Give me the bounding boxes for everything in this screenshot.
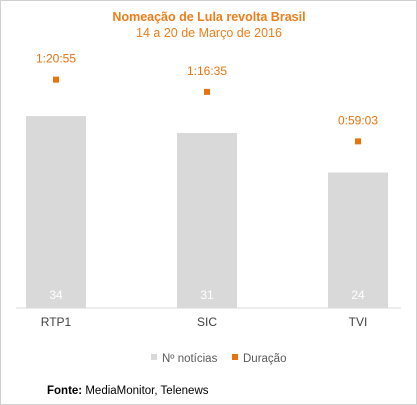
duration-marker-tvi (355, 138, 361, 145)
bar-value-label-tvi: 24 (351, 288, 365, 302)
category-label-tvi: TVI (349, 315, 368, 329)
bar-sic (177, 133, 237, 308)
bar-value-label-rtp1: 34 (49, 288, 63, 302)
category-label-rtp1: RTP1 (41, 315, 72, 329)
chart-subtitle: 14 a 20 de Março de 2016 (136, 26, 282, 40)
source-text: MediaMonitor, Telenews (85, 385, 209, 397)
bar-value-label-sic: 31 (200, 288, 214, 302)
source-label: Fonte: (47, 385, 83, 397)
legend-swatch-duracao (232, 354, 238, 360)
chart-title: Nomeação de Lula revolta Brasil (112, 10, 305, 24)
duration-label-tvi: 0:59:03 (338, 113, 378, 127)
bar-tvi (328, 172, 388, 308)
category-label-sic: SIC (197, 315, 217, 329)
source-note: Fonte: MediaMonitor, Telenews (47, 385, 209, 397)
bar-rtp1 (26, 116, 86, 308)
duration-label-rtp1: 1:20:55 (36, 52, 76, 66)
plot-area: 34 RTP1 1:20:55 31 SIC 1:16:35 24 TVI 0:59:03 (26, 52, 388, 329)
duration-marker-rtp1 (53, 76, 59, 83)
legend-label-duracao: Duração (243, 353, 286, 365)
legend-label-noticias: Nº notícias (162, 353, 218, 365)
legend-swatch-noticias (151, 354, 157, 360)
legend: Nº notícias Duração (151, 353, 286, 365)
duration-marker-sic (204, 88, 210, 95)
duration-label-sic: 1:16:35 (187, 64, 227, 78)
